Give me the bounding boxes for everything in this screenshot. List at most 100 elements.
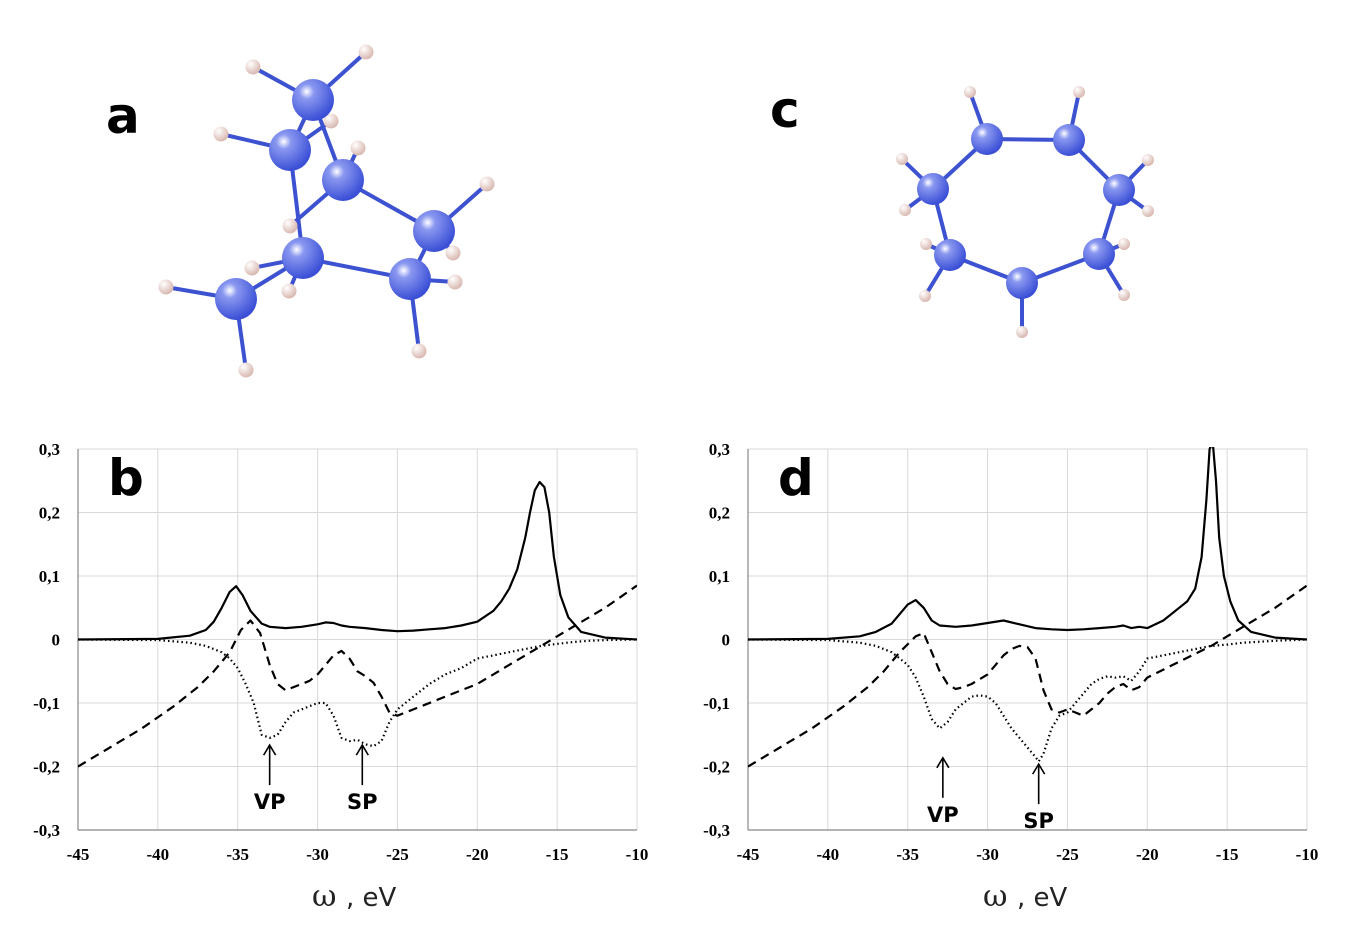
x-tick-label: -10 [626, 845, 649, 864]
hydrogen-atom [282, 218, 298, 234]
hydrogen-atom [358, 44, 374, 60]
y-tick-label: 0,1 [39, 567, 60, 586]
carbon-atom [389, 258, 431, 300]
x-tick-label: -20 [1136, 845, 1159, 864]
x-tick-label: -25 [1056, 845, 1079, 864]
hydrogen-atom [350, 140, 366, 156]
hydrogen-atom [1118, 238, 1130, 250]
annotation-arrow-head [355, 743, 369, 756]
panel-label-b: b [108, 449, 144, 507]
y-tick-label: 0 [52, 631, 61, 650]
x-tick-label: -35 [896, 845, 919, 864]
x-tick-label: -40 [817, 845, 840, 864]
carbon-atom [269, 129, 311, 171]
x-tick-label: -25 [386, 845, 409, 864]
chart-d-annotations: VP SP [927, 756, 1054, 833]
carbon-atom [1006, 267, 1038, 299]
carbon-atom [1103, 174, 1135, 206]
y-tick-label: -0,3 [703, 821, 730, 840]
annotation-label: VP [254, 790, 286, 814]
x-tick-label: -40 [147, 845, 170, 864]
hydrogen-atom [238, 362, 254, 378]
y-tick-label: 0 [722, 631, 731, 650]
annotation-label: SP [347, 790, 378, 814]
y-tick-label: 0,2 [709, 504, 730, 523]
chart-d-xlabel-symbol: ω [983, 879, 1007, 914]
hydrogen-atom [479, 176, 495, 192]
series-solid-line [78, 480, 637, 641]
x-tick-label: -10 [1296, 845, 1319, 864]
hydrogen-atom [899, 204, 911, 216]
y-tick-label: 0,2 [39, 504, 60, 523]
hydrogen-atom [896, 153, 908, 165]
hydrogen-atom [445, 245, 461, 261]
carbon-atom [934, 239, 966, 271]
chart-d-ticks: -45 -40 -35 -30 -25 -20 -15 -10 -0,3 -0,2 -0,1 0 0,1… [703, 440, 1318, 864]
hydrogen-atom [245, 59, 261, 75]
carbon-atom [917, 173, 949, 205]
hydrogen-atom [1142, 154, 1154, 166]
chart-b-ticks: -45 -40 -35 -30 -25 -20 -15 -10 -0,3 -0,2 -0,1 0 0,1… [33, 440, 648, 864]
annotation-arrow-head [262, 743, 277, 756]
y-tick-label: -0,3 [33, 821, 60, 840]
y-tick-label: 0,3 [39, 440, 60, 459]
carbon-atom [215, 278, 257, 320]
hydrogen-atom [323, 113, 339, 129]
carbon-atom [413, 210, 455, 252]
carbon-atom [322, 159, 364, 201]
annotation-arrow-head [936, 756, 950, 769]
x-tick-label: -20 [466, 845, 489, 864]
chart-b: -45 -40 -35 -30 -25 -20 -15 -10 -0,3 -0,2 -0,1 0 0,1… [33, 440, 648, 914]
x-tick-label: -30 [306, 845, 329, 864]
hydrogen-atom [1142, 205, 1154, 217]
annotation-arrow-head [1031, 762, 1046, 775]
annotation-label: VP [927, 803, 959, 827]
x-tick-label: -45 [737, 845, 760, 864]
chart-d-xlabel-unit: , eV [1017, 883, 1068, 913]
x-tick-label: -30 [976, 845, 999, 864]
hydrogen-atom [964, 86, 976, 98]
y-tick-label: 0,3 [709, 440, 730, 459]
carbon-atom [1083, 238, 1115, 270]
chart-d-grid [747, 448, 1308, 831]
x-tick-label: -35 [226, 845, 249, 864]
carbon-atom [282, 237, 324, 279]
hydrogen-atom [281, 283, 297, 299]
series-solid-line [748, 447, 1307, 641]
y-tick-label: -0,2 [33, 758, 60, 777]
chart-b-annotations: VP SP [254, 743, 378, 814]
series-dotted-line [78, 638, 637, 748]
chart-b-xlabel-symbol: ω [312, 879, 336, 914]
y-tick-label: 0,1 [709, 567, 730, 586]
hydrogen-atom [411, 343, 427, 359]
hydrogen-atom [1073, 86, 1085, 98]
panel-label-c: c [770, 81, 800, 139]
hydrogen-atom [919, 290, 931, 302]
molecule-a-illustration [158, 44, 495, 378]
x-tick-label: -15 [546, 845, 569, 864]
hydrogen-atom [213, 126, 229, 142]
hydrogen-atom [447, 274, 463, 290]
panel-label-d: d [778, 449, 814, 507]
series-dotted-line [748, 638, 1307, 763]
hydrogen-atom [920, 238, 932, 250]
chart-b-xlabel-unit: , eV [346, 883, 397, 913]
y-tick-label: -0,1 [33, 694, 60, 713]
chart-b-series [78, 480, 637, 768]
x-tick-label: -45 [67, 845, 90, 864]
series-dashed-line [78, 584, 637, 768]
chart-d-series [748, 447, 1307, 768]
y-tick-label: -0,1 [703, 694, 730, 713]
carbon-atom [1053, 124, 1085, 156]
hydrogen-atom [1016, 326, 1028, 338]
panel-label-a: a [106, 87, 140, 145]
chart-d: -45 -40 -35 -30 -25 -20 -15 -10 -0,3 -0,2 -0,1 0 0,1… [703, 440, 1318, 914]
hydrogen-atom [1118, 289, 1130, 301]
carbon-atom [292, 79, 334, 121]
x-tick-label: -15 [1216, 845, 1239, 864]
annotation-label: SP [1023, 809, 1054, 833]
series-dashed-line [748, 584, 1307, 768]
hydrogen-atom [158, 279, 174, 295]
carbon-atom [971, 123, 1003, 155]
